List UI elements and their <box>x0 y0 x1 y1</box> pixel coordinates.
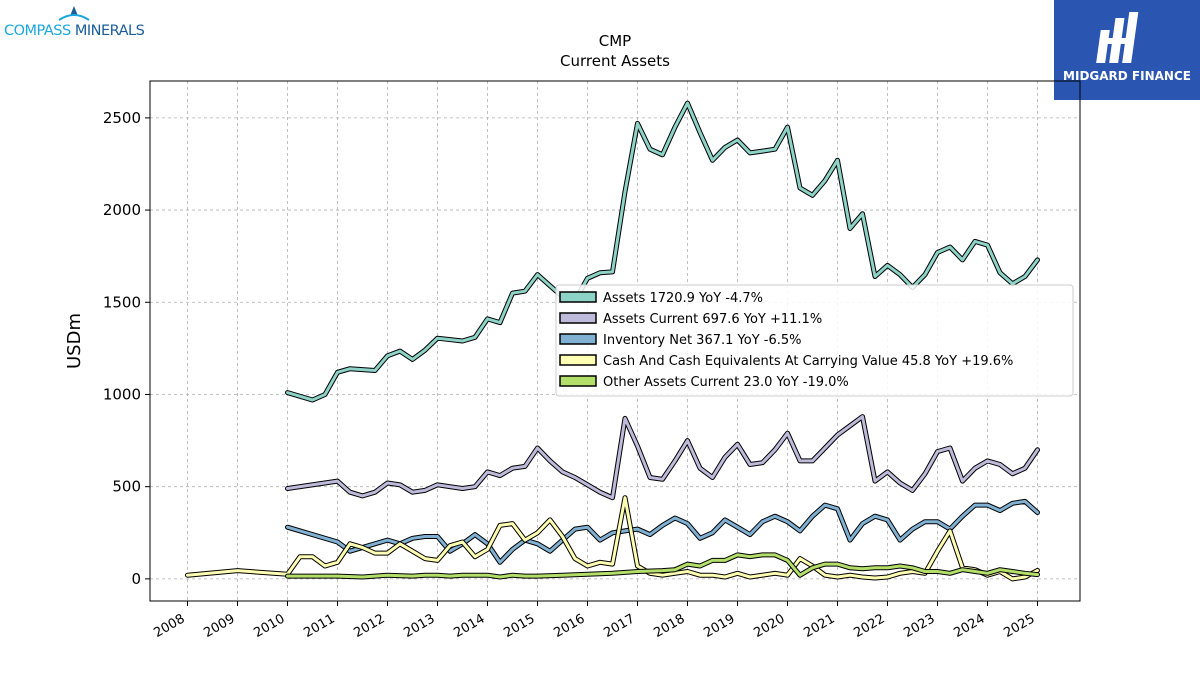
x-tick-label: 2018 <box>651 611 687 641</box>
series-assets <box>285 100 1040 403</box>
x-tick-label: 2023 <box>901 611 937 641</box>
series-line-outline <box>285 498 1040 565</box>
x-tick-label: 2012 <box>351 611 387 641</box>
midgard-emblem-icon <box>1096 12 1139 63</box>
plot-frame <box>149 80 1081 602</box>
series-line <box>286 415 1039 500</box>
x-tick-label: 2013 <box>401 611 437 641</box>
legend-label: Inventory Net 367.1 YoY -6.5% <box>603 333 802 348</box>
legend-label: Assets 1720.9 YoY -4.7% <box>603 291 763 306</box>
compass-minerals-logo: COMPASS MINERALS <box>4 6 154 54</box>
series-line <box>286 499 1039 564</box>
y-tick-label: 0 <box>131 570 141 588</box>
y-tick-label: 2000 <box>103 201 141 219</box>
x-tick-label: 2019 <box>701 611 737 641</box>
x-tick-label: 2017 <box>601 611 637 641</box>
x-tick-label: 2024 <box>951 611 987 641</box>
series-other-assets-current <box>285 552 1040 580</box>
chart-title: CMP <box>598 32 632 50</box>
x-tick-label: 2020 <box>751 611 787 641</box>
legend-swatch <box>559 375 597 387</box>
x-tick-label: 2014 <box>451 611 487 641</box>
x-tick-label: 2008 <box>151 611 187 641</box>
series-line <box>286 101 1039 402</box>
legend-swatch <box>559 354 597 366</box>
x-tick-label: 2015 <box>501 611 537 641</box>
legend: Assets 1720.9 YoY -4.7% Assets Current 69… <box>555 284 1074 397</box>
logo-text-minerals: MINERALS <box>74 23 145 39</box>
legend-swatch <box>559 333 597 345</box>
chart-subtitle: Current Assets <box>560 52 670 70</box>
compass-star-icon <box>58 6 90 21</box>
midgard-finance-logo: MIDGARD FINANCE <box>1054 0 1200 100</box>
x-tick-label: 2009 <box>201 611 237 641</box>
series-line <box>286 553 1039 579</box>
y-tick-label: 1000 <box>103 385 141 403</box>
legend-swatch <box>559 291 597 303</box>
legend-label: Assets Current 697.6 YoY +11.1% <box>603 312 822 327</box>
y-tick-label: 1500 <box>103 293 141 311</box>
x-tick-label: 2011 <box>301 611 337 641</box>
logo-text-midgard: MIDGARD FINANCE <box>1063 69 1191 83</box>
y-axis-label: USDm <box>64 313 85 369</box>
x-tick-label: 2010 <box>251 611 287 641</box>
series-assets-current <box>285 414 1040 501</box>
legend-label: Cash And Cash Equivalents At Carrying Va… <box>603 354 1013 369</box>
x-tick-label: 2016 <box>551 611 587 641</box>
legend-label: Other Assets Current 23.0 YoY -19.0% <box>603 375 849 390</box>
series-inventory-net <box>285 498 1040 565</box>
x-tick-label: 2021 <box>801 611 837 641</box>
y-tick-label: 500 <box>112 478 141 496</box>
x-tick-label: 2025 <box>1001 611 1037 641</box>
x-tick-label: 2022 <box>851 611 887 641</box>
legend-swatch <box>559 312 597 324</box>
logo-text-compass: COMPASS <box>4 23 71 39</box>
legend-box <box>555 284 1074 397</box>
y-tick-label: 2500 <box>103 109 141 127</box>
